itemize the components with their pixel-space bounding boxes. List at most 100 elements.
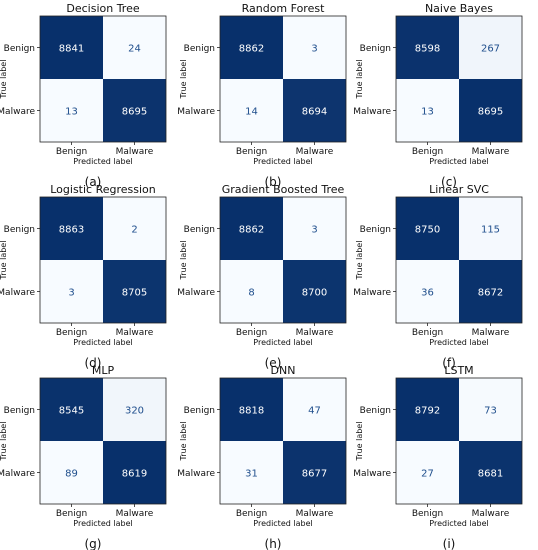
panel-title: Decision Tree xyxy=(66,2,139,15)
cell-value-label: 73 xyxy=(484,406,497,417)
matrix-cell xyxy=(459,441,522,504)
panel-letter-label: (f) xyxy=(442,356,456,370)
matrix-cell xyxy=(220,79,283,142)
cell-value-label: 24 xyxy=(128,44,141,55)
cell-value-label: 320 xyxy=(125,406,144,417)
y-tick-label: Benign xyxy=(360,44,391,54)
matrix-cell xyxy=(220,378,283,441)
confusion-matrix-panel: Linear SVC 8750 115 36 8672 Benign Malware Beni… xyxy=(353,183,523,370)
y-tick-label: Malware xyxy=(177,288,215,298)
matrix-cell xyxy=(40,378,103,441)
cell-value-label: 27 xyxy=(421,469,434,480)
x-tick-label: Benign xyxy=(236,328,267,338)
y-tick-label: Malware xyxy=(177,469,215,479)
matrix-border xyxy=(39,15,167,143)
cell-value-label: 115 xyxy=(481,225,500,236)
cell-value-label: 13 xyxy=(65,107,78,118)
matrix-cell xyxy=(283,16,346,79)
x-axis-label: Predicted label xyxy=(73,338,132,347)
matrix-cell xyxy=(40,79,103,142)
matrix-border xyxy=(219,15,347,143)
cell-value-label: 31 xyxy=(245,469,258,480)
confusion-matrix-panel: Gradient Boosted Tree 8862 3 8 8700 Benign Mal… xyxy=(177,183,347,370)
y-axis-label: True label xyxy=(355,60,364,100)
confusion-matrix-panel: LSTM 8792 73 27 8681 Benign Malware Benign Malwa… xyxy=(353,364,523,550)
x-tick-label: Malware xyxy=(116,328,154,338)
panel-letter-label: (a) xyxy=(85,175,102,189)
y-axis-label: True label xyxy=(0,422,8,462)
matrix-border xyxy=(395,196,523,324)
x-axis-label: Predicted label xyxy=(429,157,488,166)
matrix-cell xyxy=(103,260,166,323)
y-tick-label: Malware xyxy=(0,288,35,298)
y-tick-label: Benign xyxy=(4,225,35,235)
cell-value-label: 8841 xyxy=(59,44,84,55)
confusion-matrix-panel: Random Forest 8862 3 14 8694 Benign Malware Ben… xyxy=(177,2,347,189)
panel-letter-label: (g) xyxy=(85,537,102,550)
panel-letter-label: (h) xyxy=(265,537,282,550)
x-tick-label: Malware xyxy=(472,509,510,519)
x-axis-label: Predicted label xyxy=(429,338,488,347)
y-tick-label: Benign xyxy=(4,406,35,416)
y-tick-label: Benign xyxy=(360,225,391,235)
y-tick-label: Malware xyxy=(0,107,35,117)
x-axis-label: Predicted label xyxy=(253,157,312,166)
cell-value-label: 3 xyxy=(311,225,317,236)
cell-value-label: 14 xyxy=(245,107,258,118)
x-tick-label: Malware xyxy=(472,328,510,338)
y-axis-label: True label xyxy=(179,241,188,281)
x-tick-label: Benign xyxy=(236,147,267,157)
y-axis-label: True label xyxy=(355,422,364,462)
x-tick-label: Malware xyxy=(472,147,510,157)
y-tick-label: Benign xyxy=(184,406,215,416)
matrix-border xyxy=(219,377,347,505)
cell-value-label: 3 xyxy=(311,44,317,55)
matrix-cell xyxy=(283,441,346,504)
matrix-border xyxy=(395,15,523,143)
cell-value-label: 3 xyxy=(68,288,74,299)
confusion-matrix-panel: MLP 8545 320 89 8619 Benign Malware Benign Malwa… xyxy=(0,364,167,550)
matrix-cell xyxy=(40,441,103,504)
cell-value-label: 8619 xyxy=(122,469,147,480)
x-tick-label: Benign xyxy=(412,147,443,157)
y-tick-label: Benign xyxy=(360,406,391,416)
matrix-cell xyxy=(396,441,459,504)
x-tick-label: Benign xyxy=(56,509,87,519)
cell-value-label: 36 xyxy=(421,288,434,299)
panel-title: Linear SVC xyxy=(429,183,489,196)
x-tick-label: Benign xyxy=(236,509,267,519)
cell-value-label: 13 xyxy=(421,107,434,118)
matrix-cell xyxy=(283,197,346,260)
matrix-cell xyxy=(396,378,459,441)
panel-letter-label: (i) xyxy=(443,537,456,550)
x-tick-label: Malware xyxy=(296,509,334,519)
x-tick-label: Benign xyxy=(56,147,87,157)
y-tick-label: Benign xyxy=(4,44,35,54)
matrix-cell xyxy=(220,260,283,323)
cell-value-label: 47 xyxy=(308,406,321,417)
panel-letter-label: (b) xyxy=(265,175,282,189)
x-tick-label: Malware xyxy=(116,509,154,519)
confusion-matrix-panel: Logistic Regression 8863 2 3 8705 Benign Malwa… xyxy=(0,183,167,370)
y-tick-label: Malware xyxy=(353,288,391,298)
x-axis-label: Predicted label xyxy=(253,338,312,347)
panel-letter-label: (c) xyxy=(441,175,457,189)
matrix-cell xyxy=(220,197,283,260)
cell-value-label: 8818 xyxy=(239,406,264,417)
x-axis-label: Predicted label xyxy=(73,157,132,166)
x-axis-label: Predicted label xyxy=(73,519,132,528)
cell-value-label: 8750 xyxy=(415,225,440,236)
x-tick-label: Benign xyxy=(56,328,87,338)
y-axis-label: True label xyxy=(179,60,188,100)
y-axis-label: True label xyxy=(179,422,188,462)
y-tick-label: Malware xyxy=(353,107,391,117)
panel-title: Gradient Boosted Tree xyxy=(222,183,345,196)
matrix-cell xyxy=(283,260,346,323)
matrix-border xyxy=(39,196,167,324)
panel-title: LSTM xyxy=(444,364,473,377)
x-axis-label: Predicted label xyxy=(253,519,312,528)
y-tick-label: Malware xyxy=(177,107,215,117)
cell-value-label: 8705 xyxy=(122,288,147,299)
matrix-cell xyxy=(220,441,283,504)
